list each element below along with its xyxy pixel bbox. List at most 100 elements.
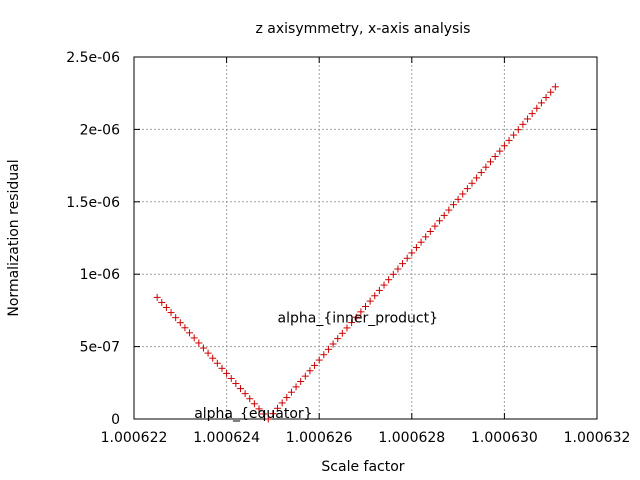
marks-layer	[153, 83, 559, 423]
annotation-label: alpha_{equator}	[194, 406, 312, 422]
data-point	[463, 185, 471, 193]
tick-layer: 1.000622 1.000624 1.000626 1.000628 1.000630…	[66, 50, 630, 446]
data-point	[487, 158, 495, 166]
data-point	[385, 276, 393, 284]
data-point	[255, 405, 263, 413]
plot-frame	[133, 56, 598, 420]
chart-title: z axisymmetry, x-axis analysis	[256, 21, 471, 37]
data-point	[283, 394, 291, 402]
data-point	[399, 260, 407, 268]
y-tick-label: 2e-06	[80, 122, 120, 138]
data-point	[366, 297, 374, 305]
data-point	[547, 88, 555, 96]
data-point	[176, 319, 184, 327]
data-point	[542, 94, 550, 102]
data-point	[241, 390, 249, 398]
data-point	[209, 354, 217, 362]
data-point	[524, 115, 532, 123]
data-point	[394, 265, 402, 273]
data-point	[274, 404, 282, 412]
y-tick-label: 1e-06	[80, 267, 120, 283]
data-point	[172, 314, 180, 322]
data-point	[264, 415, 272, 423]
y-tick-label: 1.5e-06	[66, 195, 120, 211]
data-point	[389, 270, 397, 278]
data-point	[510, 131, 518, 139]
data-point	[315, 356, 323, 364]
data-point	[537, 99, 545, 107]
data-point	[195, 339, 203, 347]
data-point	[181, 324, 189, 332]
data-point	[343, 324, 351, 332]
data-point	[227, 374, 235, 382]
data-point	[186, 329, 194, 337]
y-tick-label: 5e-07	[80, 340, 120, 356]
y-axis-label: Normalization residual	[6, 159, 22, 316]
data-point	[357, 308, 365, 316]
data-point	[436, 217, 444, 225]
x-tick-label: 1.000630	[471, 430, 538, 446]
data-point	[514, 126, 522, 134]
data-point	[362, 302, 369, 310]
data-point	[528, 110, 536, 118]
data-point	[246, 395, 254, 403]
data-point	[199, 344, 207, 352]
grid-layer	[134, 57, 597, 419]
data-point	[505, 136, 513, 144]
data-point	[551, 83, 559, 91]
data-point	[153, 293, 161, 301]
data-point	[190, 334, 198, 342]
data-point	[292, 383, 300, 391]
data-point	[426, 227, 434, 235]
data-point	[232, 380, 240, 388]
data-point	[440, 211, 448, 219]
x-tick-label: 1.000626	[286, 430, 353, 446]
data-point	[519, 120, 527, 128]
data-point	[412, 244, 420, 252]
data-point	[375, 286, 383, 294]
data-point	[491, 152, 499, 160]
data-point	[445, 206, 453, 214]
x-tick-label: 1.000628	[378, 430, 445, 446]
data-point	[269, 410, 277, 418]
data-point	[167, 309, 175, 317]
data-point	[408, 249, 416, 257]
data-point	[533, 104, 541, 112]
data-point	[297, 377, 305, 385]
x-tick-label: 1.000632	[564, 430, 631, 446]
data-point	[417, 238, 425, 246]
data-point	[158, 298, 166, 306]
data-point	[352, 313, 360, 321]
x-tick-label: 1.000622	[101, 430, 168, 446]
data-point	[287, 388, 295, 396]
data-point	[162, 304, 170, 312]
data-point	[482, 163, 490, 171]
x-tick-label: 1.000624	[193, 430, 260, 446]
data-point	[320, 351, 328, 359]
data-point	[459, 190, 467, 198]
data-point	[380, 281, 388, 289]
data-point	[431, 222, 439, 230]
data-point	[348, 319, 356, 327]
data-point	[329, 340, 337, 348]
data-point	[334, 335, 342, 343]
data-point	[260, 410, 268, 418]
y-tick-label: 2.5e-06	[66, 50, 120, 66]
data-point	[278, 399, 286, 407]
data-point	[477, 169, 485, 177]
data-point	[213, 359, 221, 367]
data-point	[449, 201, 457, 209]
x-axis-label: Scale factor	[321, 459, 404, 475]
data-point	[301, 372, 309, 380]
data-point	[218, 364, 226, 372]
data-point	[500, 142, 508, 150]
data-point	[454, 195, 462, 203]
annotation-label: alpha_{inner_product}	[278, 311, 438, 327]
data-point	[223, 369, 231, 377]
data-point	[371, 292, 379, 300]
data-point	[422, 233, 430, 241]
y-tick-label: 0	[111, 412, 120, 428]
data-point	[204, 349, 212, 357]
data-point	[311, 361, 319, 369]
